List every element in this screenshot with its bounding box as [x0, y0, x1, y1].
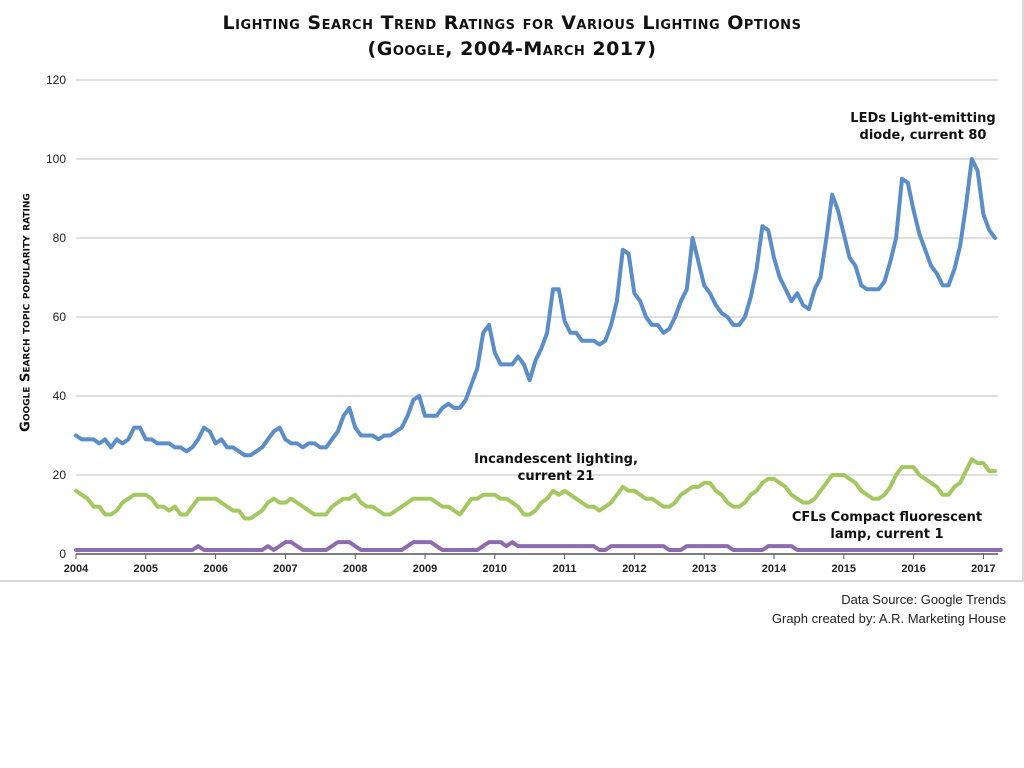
x-tick-label: 2010	[483, 563, 507, 575]
data-source: Data Source: Google Trends	[841, 592, 1006, 607]
x-tick-label: 2015	[832, 563, 856, 575]
x-tick-label: 2013	[692, 563, 716, 575]
x-tick-label: 2006	[203, 563, 227, 575]
x-tick-label: 2008	[343, 563, 367, 575]
x-tick-label: 2011	[553, 563, 577, 575]
x-tick-label: 2017	[971, 563, 995, 575]
led-label-line1: LEDs Light-emitting	[850, 111, 996, 126]
cfl-series-line	[74, 540, 1003, 552]
incandescent-series-line	[74, 457, 997, 521]
y-tick-label: 60	[53, 310, 67, 324]
x-tick-label: 2007	[273, 563, 297, 575]
led-series-label: LEDs Light-emitting diode, current 80	[838, 110, 1008, 144]
cfl-series-label: CFLs Compact fluorescent lamp, current 1	[772, 509, 1002, 543]
y-tick-label: 120	[46, 73, 66, 87]
chart-frame	[0, 0, 1024, 582]
x-tick-label: 2016	[901, 563, 925, 575]
y-tick-label: 40	[53, 389, 67, 403]
led-series-line	[74, 157, 997, 458]
line-chart: 0 20 40 60 80 100 120 2004 2005 2006 2007 2008 2009…	[46, 73, 1003, 575]
chart-subtitle: (Google, 2004-March 2017)	[367, 38, 657, 60]
led-label-line2: diode, current 80	[859, 128, 987, 143]
graph-credit: Graph created by: A.R. Marketing House	[771, 611, 1006, 626]
x-tick-label: 2005	[134, 563, 158, 575]
x-tick-label: 2012	[622, 563, 646, 575]
x-tick-label: 2014	[762, 563, 787, 575]
y-tick-label: 100	[46, 152, 66, 166]
x-tick-label: 2004	[64, 563, 89, 575]
chart-title: Lighting Search Trend Ratings for Variou…	[222, 12, 802, 34]
y-tick-label: 20	[53, 468, 67, 482]
incandescent-series-label: Incandescent lighting, current 21	[456, 451, 656, 485]
cfl-label-line1: CFLs Compact fluorescent	[791, 510, 983, 525]
x-tick-label: 2009	[413, 563, 437, 575]
cfl-label-line2: lamp, current 1	[830, 527, 944, 542]
y-tick-label: 80	[53, 231, 67, 245]
y-tick-label: 0	[59, 547, 66, 561]
incandescent-label-line1: Incandescent lighting,	[474, 452, 638, 467]
incandescent-label-line2: current 21	[517, 469, 595, 484]
